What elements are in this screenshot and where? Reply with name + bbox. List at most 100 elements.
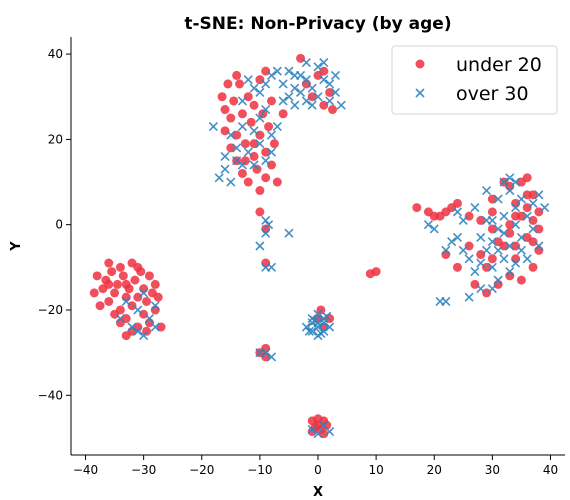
data-point [232,130,242,140]
data-point [301,75,311,85]
data-point [528,224,538,234]
data-point [511,258,521,268]
data-point [487,254,497,264]
data-point [261,215,271,225]
data-point [447,237,457,247]
data-point [153,292,163,302]
data-point [139,309,149,319]
data-point [240,156,250,166]
data-point [516,245,526,255]
data-point [290,83,300,93]
data-point [112,279,122,289]
data-point [150,301,160,311]
data-point [295,87,306,98]
data-point [325,96,335,106]
data-point [522,203,532,213]
data-point [534,224,544,234]
data-point [249,151,259,161]
data-point [540,203,550,213]
data-point [371,267,381,277]
data-point [493,245,503,255]
data-point [307,424,317,434]
data-point [278,109,288,119]
data-point [429,224,439,234]
data-point [313,92,323,102]
data-point [121,279,131,289]
legend: under 20 over 30 [391,45,558,115]
data-point [267,96,277,106]
data-point [232,156,242,166]
data-point [307,326,317,336]
data-point [266,352,277,362]
data-point [325,79,335,89]
data-point [487,194,497,204]
data-point [249,139,259,149]
data-point [142,326,152,336]
data-point [139,331,149,341]
data-point [316,328,326,339]
data-point [481,245,492,255]
data-point [284,92,294,102]
data-point [441,245,451,255]
data-point [217,92,227,102]
data-point [223,79,233,89]
data-point [516,232,526,243]
data-point [133,326,143,336]
data-point [336,100,346,110]
data-point [516,194,526,204]
data-point [325,87,335,97]
data-point [255,241,265,251]
data-point [307,92,317,102]
legend-frame [391,45,558,115]
data-point [482,288,492,298]
data-point [499,254,509,264]
data-point [313,62,323,72]
data-point [499,211,509,221]
data-point [237,122,248,132]
data-point [476,258,486,268]
x-tick-label: 20 [427,463,442,477]
data-point [249,126,259,136]
data-point [142,296,152,306]
data-point [118,271,128,281]
data-point [264,122,274,132]
data-point [110,288,120,298]
data-point [150,279,160,289]
data-point [470,279,480,289]
y-tick-label: 0 [55,218,63,232]
data-point [534,241,544,251]
data-point [229,96,239,106]
data-point [493,224,503,234]
data-point [255,113,265,123]
data-point [423,220,433,230]
data-point [133,262,143,272]
data-point [307,100,317,110]
data-point [528,215,538,225]
data-point [284,66,294,76]
data-point [301,96,311,106]
data-point [328,105,338,115]
y-tick-label: 40 [48,47,63,61]
data-point [493,237,503,247]
data-point [534,207,544,217]
data-point [240,139,250,149]
data-point [464,292,474,302]
data-point [261,156,271,166]
x-tick-label: −10 [247,463,272,477]
data-point [330,87,341,98]
data-point [264,220,274,230]
data-point [301,58,311,68]
data-point [511,220,521,230]
data-point [92,271,102,281]
data-point [284,228,294,238]
data-point [237,160,248,170]
data-point [505,185,515,196]
data-point [208,122,218,132]
data-point [95,301,105,311]
data-point [452,262,462,272]
data-point [261,79,271,89]
data-point [272,177,282,187]
data-point [261,228,271,238]
data-point [267,160,277,170]
data-point [325,322,335,332]
